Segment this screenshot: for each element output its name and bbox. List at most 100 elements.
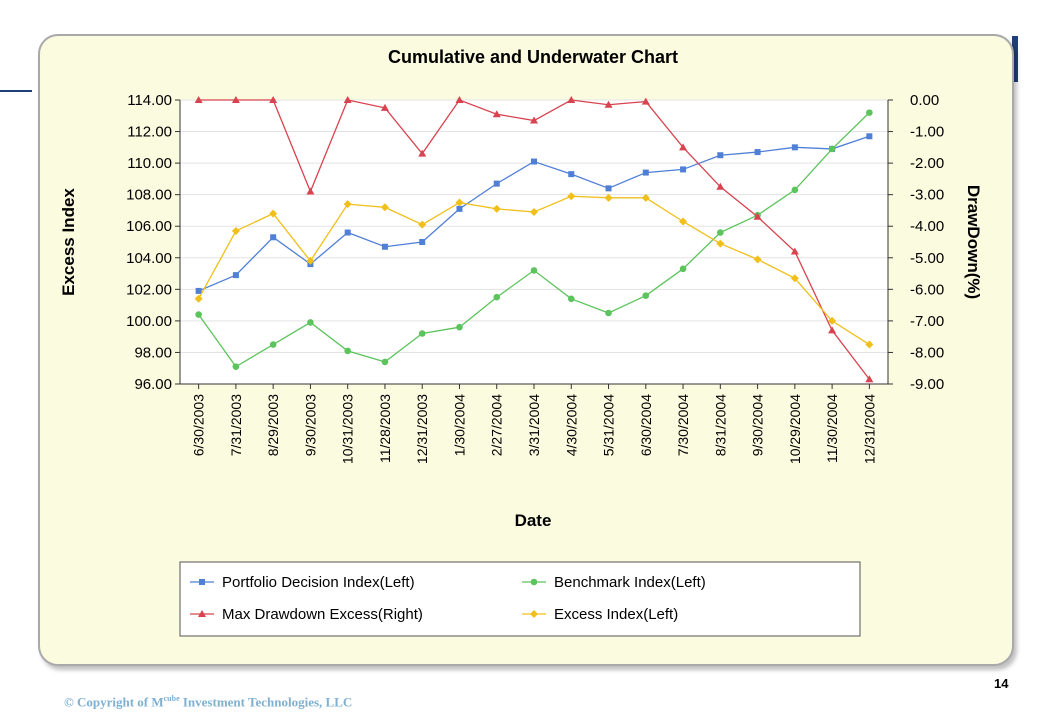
- data-point: [679, 217, 688, 226]
- copyright-suffix: Investment Technologies, LLC: [179, 694, 353, 710]
- data-point: [493, 293, 501, 301]
- y-tick-label-left: 104.00: [126, 250, 172, 267]
- y-tick-label-right: -3.00: [910, 187, 944, 204]
- data-point: [865, 375, 874, 383]
- data-point: [716, 239, 725, 248]
- data-point: [381, 243, 388, 250]
- y-tick-label-left: 112.00: [127, 124, 172, 141]
- axes: 114.00 112.00 110.00 108.00 106.00 104.00 102.…: [126, 92, 944, 464]
- data-point: [567, 96, 576, 103]
- legend-label: Portfolio Decision Index(Left): [222, 574, 415, 591]
- data-point: [381, 358, 389, 366]
- top-rule: [0, 90, 32, 92]
- x-tick-label: 5/31/2004: [601, 394, 617, 456]
- data-point: [231, 226, 240, 235]
- data-point: [418, 220, 427, 229]
- x-tick-label: 4/30/2004: [563, 394, 579, 456]
- data-point: [195, 287, 202, 294]
- data-point: [418, 149, 427, 157]
- y-axis-title-left: Excess Index: [59, 188, 78, 296]
- data-point: [419, 239, 426, 245]
- legend-label: Max Drawdown Excess(Right): [222, 606, 423, 623]
- data-point: [605, 309, 612, 317]
- page-number: 14: [994, 676, 1009, 691]
- data-point: [194, 96, 203, 103]
- data-point: [568, 171, 575, 178]
- y-tick-label-right: -2.00: [910, 155, 944, 172]
- data-point: [791, 144, 798, 151]
- y-tick-label-right: 0.00: [910, 92, 939, 109]
- data-point: [194, 294, 203, 303]
- data-point: [604, 100, 613, 108]
- data-point: [716, 182, 725, 190]
- x-tick-label: 6/30/2004: [638, 394, 654, 456]
- data-point: [270, 234, 277, 241]
- data-point: [232, 272, 239, 279]
- copyright-sup: cube: [163, 694, 180, 703]
- data-point: [679, 265, 687, 273]
- series-3: [194, 96, 874, 383]
- x-tick-label: 11/28/2003: [377, 394, 393, 463]
- y-tick-label-left: 108.00: [126, 187, 172, 204]
- y-tick-label-right: -1.00: [910, 124, 944, 141]
- data-point: [198, 610, 206, 617]
- data-point: [753, 255, 762, 264]
- x-tick-label: 8/31/2004: [712, 394, 728, 456]
- x-tick-label: 9/30/2003: [302, 394, 318, 456]
- y-tick-label-left: 100.00: [126, 313, 172, 330]
- data-point: [605, 185, 612, 192]
- x-tick-label: 8/29/2003: [265, 394, 281, 456]
- data-point: [492, 110, 501, 118]
- legend: Portfolio Decision Index(Left) Benchmark …: [179, 561, 861, 637]
- y-tick-label-right: -6.00: [910, 281, 944, 298]
- data-point: [753, 212, 762, 220]
- data-point: [456, 205, 463, 212]
- data-point: [231, 96, 240, 103]
- data-point: [567, 192, 576, 201]
- data-point: [455, 198, 464, 207]
- data-point: [269, 341, 277, 348]
- legend-box: [179, 561, 861, 637]
- copyright-notice: © Copyright of Mcube Investment Technolo…: [64, 694, 352, 710]
- data-point: [754, 149, 761, 156]
- x-tick-label: 6/30/2003: [191, 394, 207, 456]
- data-point: [828, 326, 837, 334]
- chart-title: Cumulative and Underwater Chart: [388, 47, 678, 67]
- x-tick-label: 12/31/2003: [414, 394, 430, 464]
- data-point: [679, 143, 688, 151]
- data-point: [269, 96, 278, 103]
- data-point: [790, 247, 799, 255]
- plot-area: [180, 100, 888, 384]
- y-tick-label-left: 102.00: [126, 281, 172, 298]
- data-point: [866, 133, 873, 140]
- data-point: [790, 274, 799, 283]
- x-tick-label: 9/30/2004: [750, 394, 766, 456]
- x-tick-label: 7/30/2004: [675, 394, 691, 456]
- data-point: [418, 330, 426, 337]
- data-point: [456, 323, 463, 331]
- data-point: [455, 96, 464, 103]
- data-point: [307, 319, 314, 326]
- data-point: [232, 363, 240, 370]
- x-tick-label: 11/30/2004: [824, 394, 840, 463]
- data-point: [791, 186, 799, 194]
- x-tick-label: 1/30/2004: [451, 394, 467, 456]
- data-point: [493, 180, 500, 187]
- data-point: [530, 208, 538, 217]
- data-point: [530, 578, 538, 586]
- x-tick-label: 10/31/2003: [340, 394, 356, 464]
- data-point: [642, 169, 649, 176]
- y-axis-title-right: DrawDown(%): [964, 185, 983, 299]
- y-tick-label-left: 114.00: [127, 92, 172, 109]
- data-point: [199, 579, 205, 585]
- data-point: [530, 267, 538, 274]
- x-tick-label: 12/31/2004: [861, 394, 877, 464]
- y-tick-label-right: -4.00: [910, 218, 944, 235]
- data-point: [343, 96, 352, 103]
- grid-lines: [180, 99, 888, 385]
- data-point: [680, 166, 687, 173]
- data-point: [530, 116, 538, 124]
- data-point: [828, 316, 837, 325]
- series-4: [194, 192, 874, 349]
- data-point: [344, 229, 351, 236]
